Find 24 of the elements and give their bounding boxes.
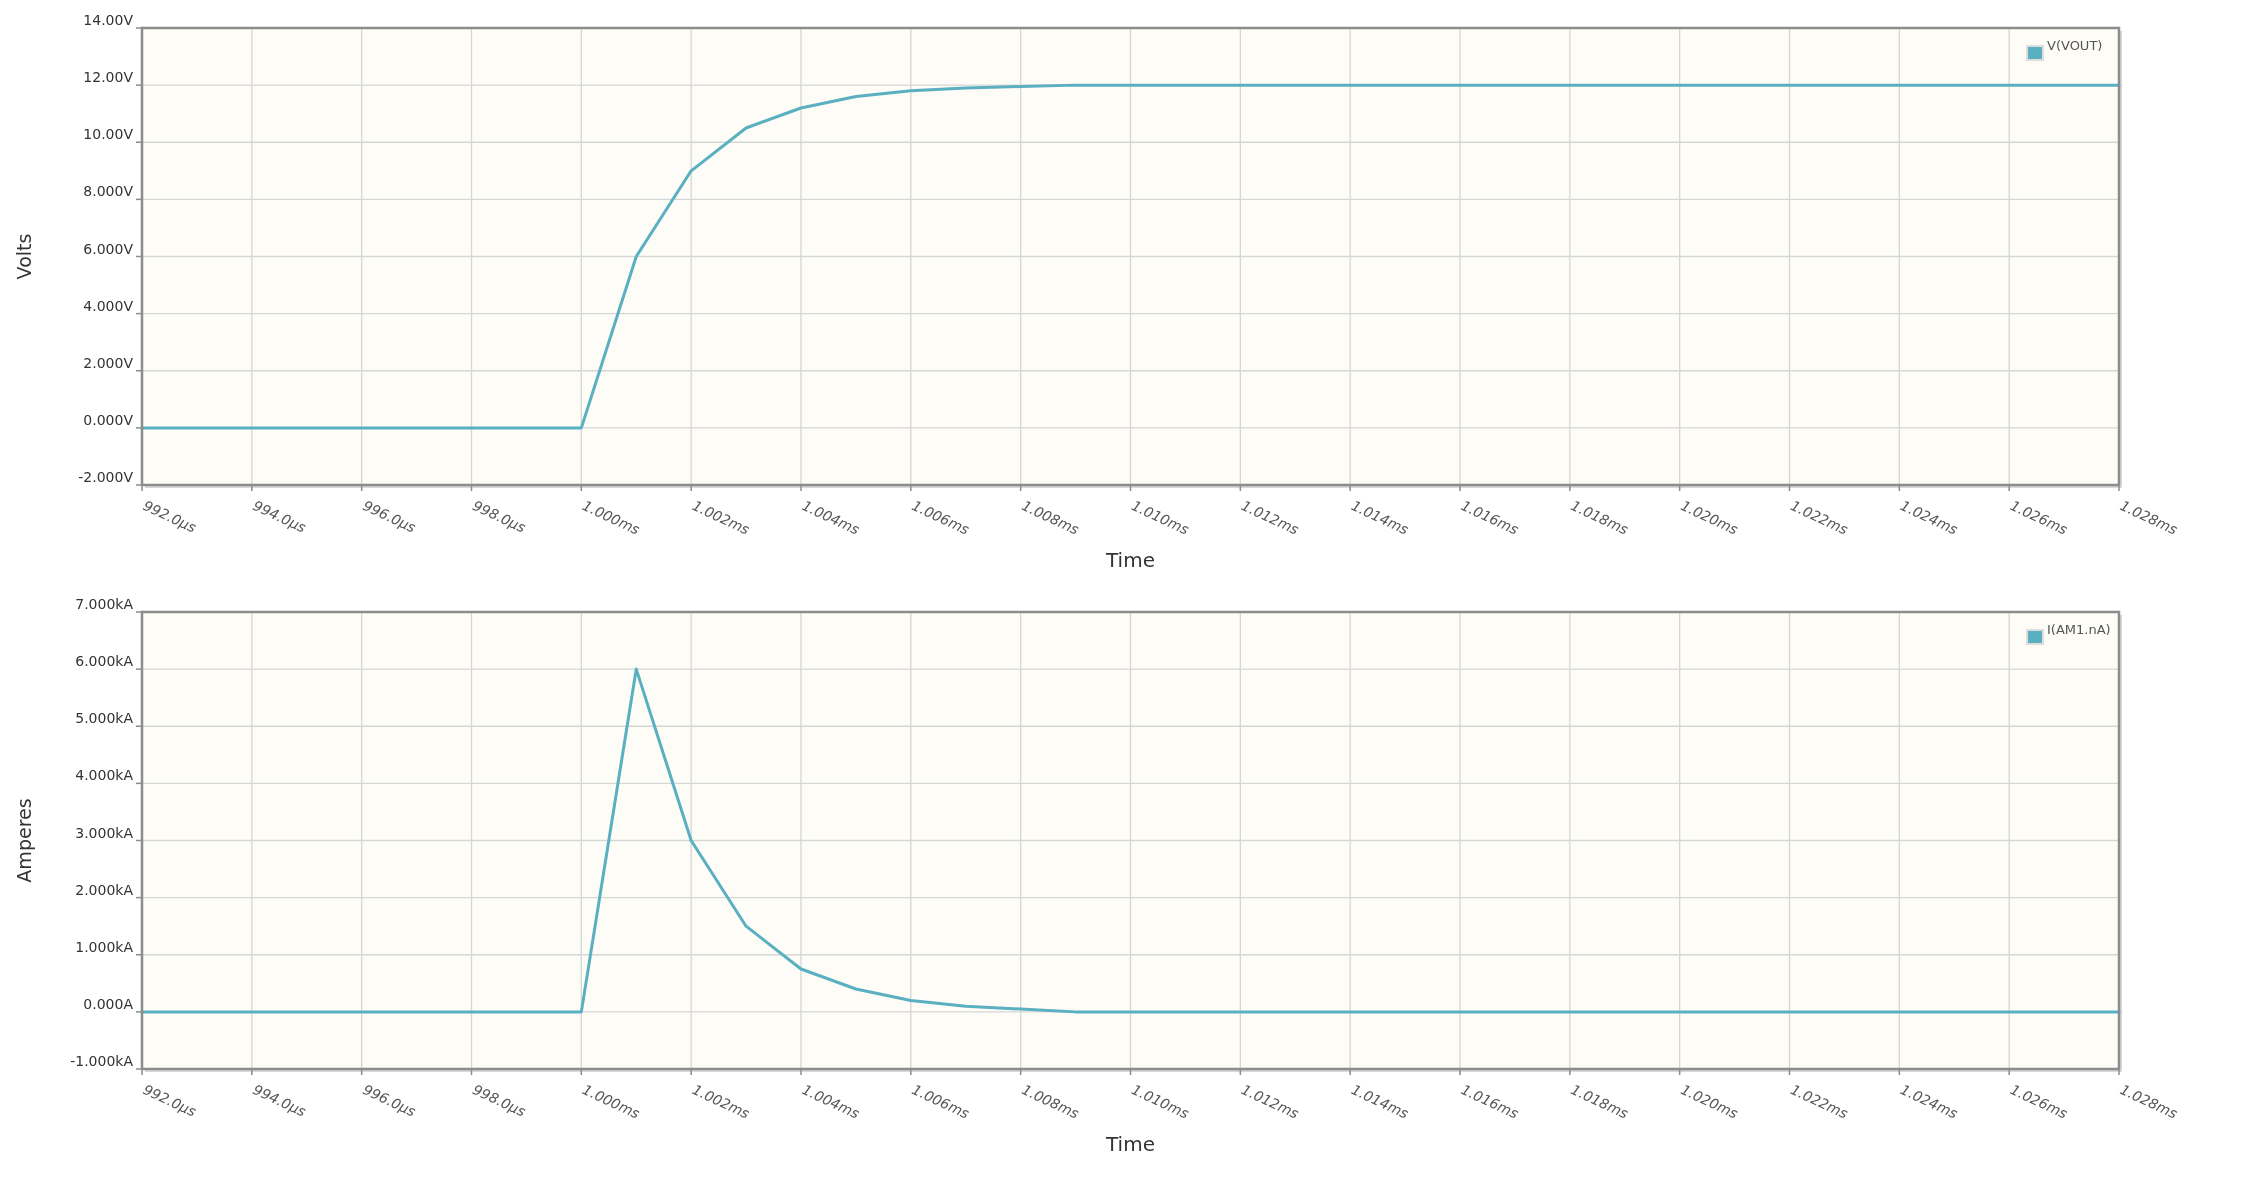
x-axis-title: Time (1105, 548, 1155, 572)
legend-label: V(VOUT) (2047, 38, 2103, 53)
y-tick-label: 3.000kA (75, 824, 134, 841)
y-axis-title: Amperes (12, 798, 35, 883)
y-tick-label: 12.00V (83, 69, 134, 86)
y-tick-label: 2.000kA (75, 881, 134, 898)
y-tick-label: 4.000V (83, 297, 134, 314)
y-tick-label: 4.000kA (75, 767, 134, 784)
y-tick-label: 10.00V (83, 126, 134, 143)
x-axis-title: Time (1105, 1132, 1155, 1156)
y-tick-label: 14.00V (83, 12, 134, 28)
y-tick-label: 1.000kA (75, 938, 134, 955)
y-tick-label: 0.000V (83, 411, 134, 428)
y-axis-title: Volts (12, 233, 35, 280)
y-tick-label: -1.000kA (70, 1053, 134, 1069)
y-tick-label: 6.000V (83, 240, 134, 257)
y-tick-label: 0.000A (83, 995, 134, 1012)
y-tick-label: 6.000kA (75, 653, 134, 670)
y-tick-label: 8.000V (83, 183, 134, 200)
y-tick-label: 2.000V (83, 354, 134, 371)
y-tick-label: 7.000kA (75, 596, 134, 612)
y-tick-label: 5.000kA (75, 710, 134, 727)
legend-label: I(AM1.nA) (2047, 622, 2111, 637)
y-tick-label: -2.000V (78, 469, 134, 485)
